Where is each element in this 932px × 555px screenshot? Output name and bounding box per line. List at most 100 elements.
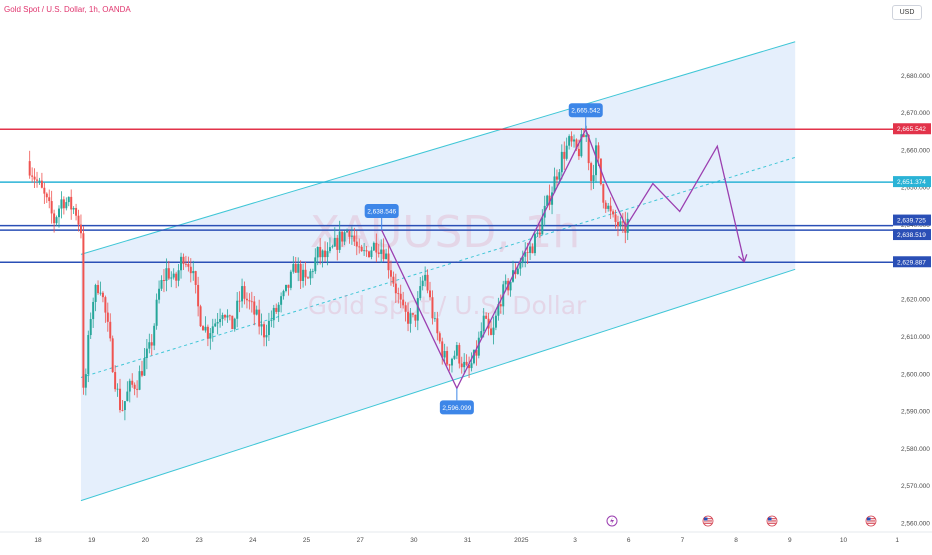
callouts-layer: 2,638.546 2,596.099 2,665.542 [364,103,603,415]
candle-body [253,301,256,315]
candle-body [126,391,129,402]
candle-body [497,304,500,316]
candle-body [499,304,502,307]
candle-body [477,337,480,356]
watermark-name: Gold Spot / U.S. Dollar [308,291,587,320]
price-axis[interactable]: 2,560.000 2,570.000 2,580.000 2,590.000 2,60… [901,73,930,528]
candle-body [189,266,192,274]
candle-body [397,293,400,295]
candle-body [399,293,402,300]
y-tick-label: 2,600.000 [901,371,930,378]
candle-body [580,134,583,157]
symbol-title: Gold Spot / U.S. Dollar, 1h, OANDA [4,5,131,14]
candle-body [92,301,95,320]
candle-body [50,201,53,214]
price-tag [893,256,931,268]
candle-body [375,242,378,253]
candle-body [555,176,558,180]
candle-body [97,284,100,294]
candle-body [531,246,534,254]
candle-body [194,271,197,285]
candle-body [409,313,412,324]
candle-body [148,342,151,349]
candle-body [250,301,253,303]
candle-body [316,246,319,258]
candle-body [573,139,576,142]
candle-body [287,284,290,288]
event-icons [606,515,877,527]
candle-body [494,315,497,328]
callout-box [439,400,474,415]
candle-body [45,193,48,198]
candle-body [31,175,34,177]
candles-layer [28,125,629,421]
candle-body [621,221,624,223]
candle-body [60,199,63,209]
candle-body [216,322,219,324]
candle-body [211,326,214,334]
candle-body [458,345,461,364]
candle-body [568,136,571,146]
price-tag-label: 2,651.374 [897,179,926,186]
candle-body [604,202,607,209]
time-axis[interactable]: 18 19 20 23 24 25 27 30 31 2025 3 6 7 8 9 10 1 [0,531,932,544]
candle-body [263,324,266,338]
callout-label: 2,596.099 [442,405,471,412]
x-tick-label: 27 [357,537,365,544]
candle-body [172,273,175,278]
candle-body [206,326,209,339]
candle-body [99,292,102,294]
candle-body [84,374,87,388]
candle-body [504,280,507,285]
candle-body [184,263,187,265]
candle-body [284,284,287,291]
candle-body [377,252,380,254]
channel-mid-line [80,156,796,378]
candle-body [258,309,261,327]
candle-body [267,320,270,336]
candle-body [121,410,124,411]
candle-body [551,192,554,205]
candle-body [177,270,180,281]
candle-body [180,256,183,271]
candle-body [443,351,446,358]
candle-body [109,321,112,339]
candle-body [441,341,444,358]
candle-body [482,315,485,332]
candle-body [553,176,556,193]
currency-button[interactable]: USD [892,5,922,20]
candle-body [370,250,373,258]
candle-body [158,288,161,300]
x-tick-label: 31 [464,537,472,544]
candle-body [245,298,248,301]
candle-body [282,290,285,297]
candle-body [65,202,68,209]
x-tick-label: 25 [303,537,311,544]
channel-fill [80,41,796,501]
y-tick-label: 2,620.000 [901,297,930,304]
candle-body [460,363,463,368]
candle-body [424,274,427,281]
candle-body [333,237,336,247]
candle-body [170,277,173,279]
candle-body [228,315,231,317]
candle-body [175,273,178,281]
candle-body [587,134,590,164]
candle-body [40,180,43,188]
x-tick-label: 19 [88,537,96,544]
candle-body [111,338,114,373]
candle-body [516,268,519,274]
candle-body [414,314,417,321]
x-tick-label: 20 [142,537,150,544]
candle-body [426,274,429,291]
candle-body [592,175,595,181]
candle-body [304,269,307,278]
candle-body [57,208,60,218]
candle-body [372,242,375,251]
candle-body [533,233,536,254]
candle-body [309,271,312,279]
candle-body [336,237,339,250]
candle-body [136,388,139,390]
